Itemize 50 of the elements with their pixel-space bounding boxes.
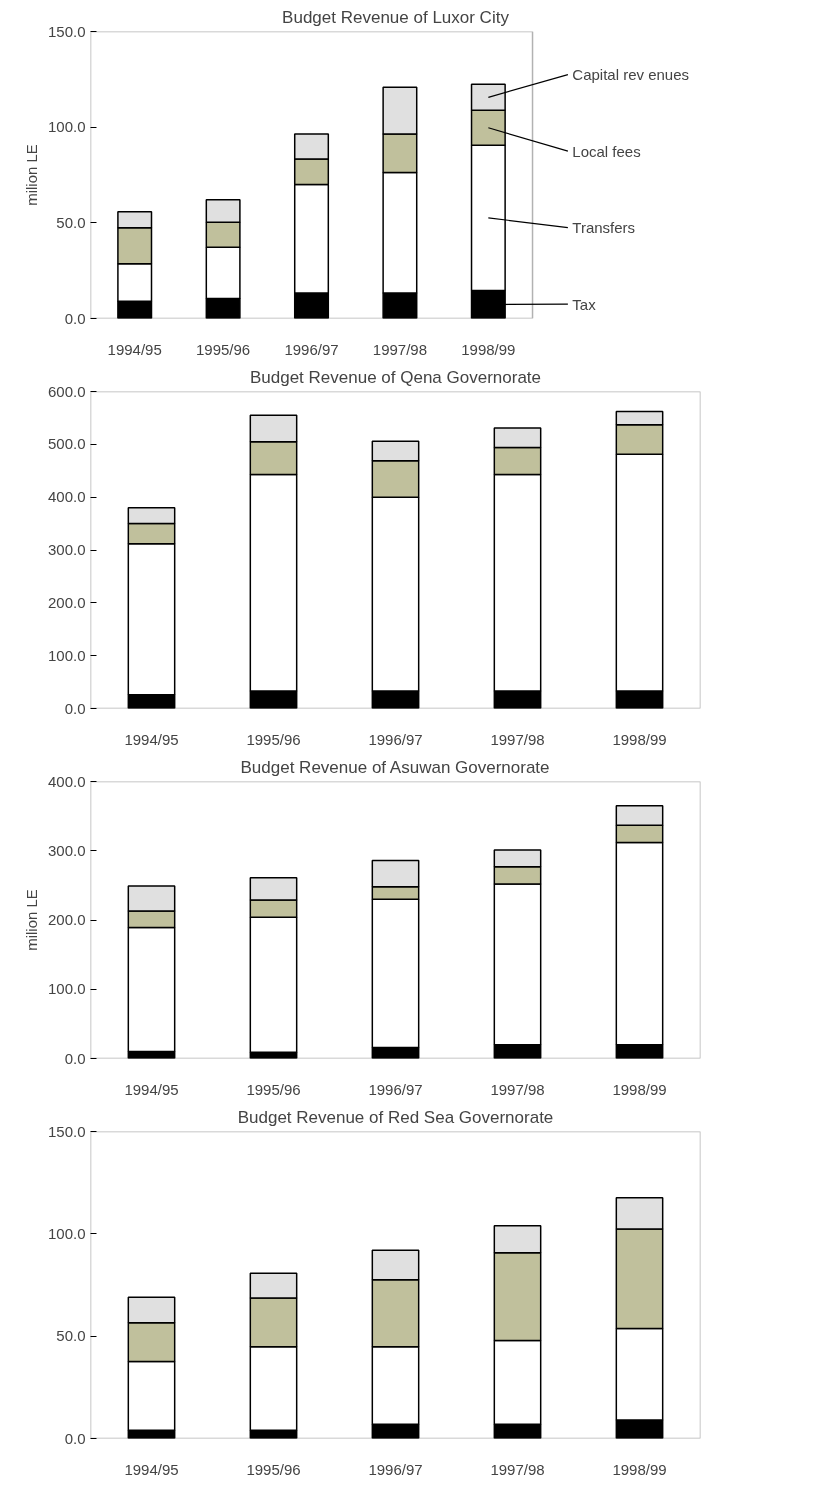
- text: Tax: [572, 295, 597, 313]
- x-tick-label: 1998/99: [612, 730, 667, 748]
- x-tick-label: 1995/96: [246, 730, 301, 748]
- y-tick-label: 0.0: [64, 1429, 86, 1447]
- x-tick-label: 1994/95: [124, 1080, 179, 1098]
- x-tick-label: 1996/97: [368, 1460, 423, 1478]
- y-tick-label: 0.0: [64, 1049, 86, 1067]
- text: Local fees: [572, 142, 641, 160]
- y-tick-label: 400.0: [47, 772, 86, 790]
- x-tick-label: 1995/96: [246, 1460, 301, 1478]
- y-tick-label: 150.0: [47, 1122, 86, 1140]
- y-axis-title: milion LE: [22, 144, 40, 206]
- x-tick-label: 1996/97: [368, 1080, 423, 1098]
- y-tick-label: 150.0: [47, 22, 86, 40]
- y-tick-label: 300.0: [47, 841, 86, 859]
- text: Transfers: [572, 219, 636, 237]
- y-tick-label: 0.0: [64, 309, 86, 327]
- y-tick-label: 500.0: [47, 435, 86, 453]
- y-tick-label: 300.0: [47, 541, 86, 558]
- chart-title: Budget Revenue of Asuwan Governorate: [240, 757, 550, 777]
- x-tick-label: 1997/98: [372, 340, 428, 358]
- y-tick-label: 200.0: [47, 911, 86, 928]
- x-tick-label: 1997/98: [490, 1080, 545, 1098]
- y-tick-label: 100.0: [47, 1224, 86, 1242]
- y-tick-label: 100.0: [47, 980, 86, 998]
- y-tick-label: 200.0: [47, 593, 86, 611]
- y-tick-label: 50.0: [56, 213, 86, 231]
- chart-title: Budget Revenue of Qena Governorate: [249, 367, 542, 387]
- text: Capital rev enues: [572, 66, 690, 84]
- y-tick-label: 400.0: [47, 488, 86, 506]
- y-tick-label: 50.0: [56, 1327, 86, 1345]
- x-tick-label: 1997/98: [490, 1460, 545, 1478]
- x-tick-label: 1997/98: [490, 730, 545, 748]
- y-tick-label: 600.0: [47, 382, 86, 400]
- x-tick-label: 1998/99: [612, 1460, 667, 1478]
- x-tick-label: 1996/97: [284, 340, 339, 358]
- x-tick-label: 1995/96: [246, 1080, 301, 1098]
- x-tick-label: 1994/95: [124, 1460, 179, 1478]
- y-tick-label: 0.0: [64, 699, 86, 717]
- y-tick-label: 100.0: [47, 646, 86, 664]
- x-tick-label: 1994/95: [124, 730, 179, 748]
- x-tick-label: 1995/96: [196, 340, 251, 358]
- chart-title: Budget Revenue of Luxor City: [282, 7, 510, 27]
- x-tick-label: 1998/99: [461, 340, 516, 358]
- chart-title: Budget Revenue of Red Sea Governorate: [237, 1107, 554, 1127]
- y-tick-label: 100.0: [47, 118, 86, 136]
- x-tick-label: 1998/99: [612, 1080, 667, 1098]
- x-tick-label: 1996/97: [368, 730, 423, 748]
- y-axis-title: milion LE: [22, 889, 40, 951]
- x-tick-label: 1994/95: [107, 340, 162, 358]
